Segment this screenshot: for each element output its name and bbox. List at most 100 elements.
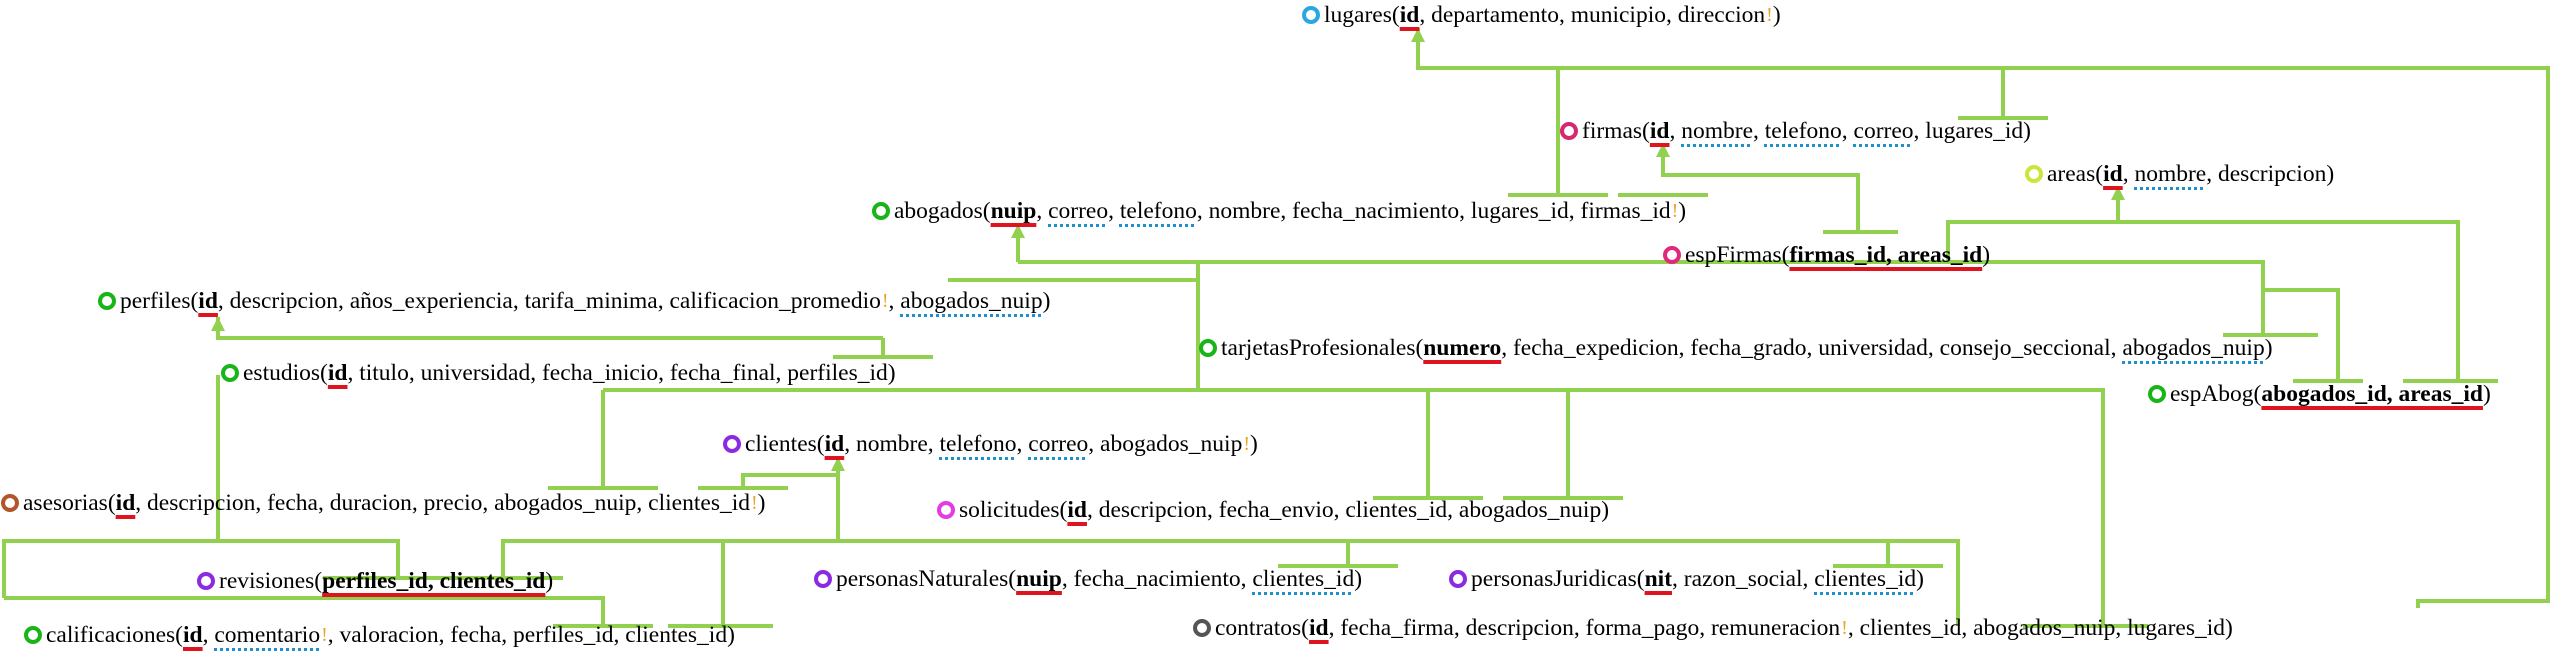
field-text: , fecha_nacimiento,: [1061, 566, 1253, 592]
table-clientes: clientes(id, nombre, telefono, correo, a…: [723, 431, 1258, 457]
open-paren: (: [314, 568, 323, 594]
field-text: , fecha_expedicion, fecha_grado, univers…: [1501, 335, 2123, 361]
field-text: ,: [1036, 198, 1049, 224]
table-name: lugares: [1324, 2, 1392, 28]
open-paren: (: [320, 360, 328, 386]
table-name: personasNaturales: [836, 566, 1009, 592]
field-text: , descripcion, fecha, duracion, precio, …: [135, 490, 750, 516]
table-name: abogados: [894, 198, 983, 224]
flagged-field: correo: [1028, 431, 1089, 457]
entity-dot-icon: [937, 501, 955, 519]
field-text: ): [1982, 242, 1991, 268]
table-name: contratos: [1215, 615, 1302, 641]
field-text: , nombre,: [844, 431, 940, 457]
open-paren: (: [1636, 566, 1645, 592]
primary-key-field: id: [198, 288, 218, 314]
table-revisiones: revisiones(perfiles_id, clientes_id): [197, 568, 553, 594]
primary-key-field: numero: [1423, 335, 1502, 361]
field-text: ,: [1753, 118, 1765, 144]
open-paren: (: [1301, 615, 1309, 641]
field-text: ): [545, 568, 554, 594]
table-tarjetasProfesionales: tarjetasProfesionales(numero, fecha_expe…: [1199, 335, 2273, 361]
table-name: espAbog: [2170, 381, 2254, 407]
primary-key-field: nuip: [990, 198, 1037, 224]
table-name: revisiones: [219, 568, 315, 594]
flagged-field: correo: [1048, 198, 1109, 224]
entity-dot-icon: [197, 572, 215, 590]
primary-key-field: id: [1308, 615, 1329, 641]
open-paren: (: [816, 431, 825, 457]
open-paren: (: [190, 288, 199, 314]
table-firmas: firmas(id, nombre, telefono, correo, lug…: [1560, 118, 2031, 144]
field-text: ): [1354, 566, 1363, 592]
flagged-field: comentario: [214, 622, 321, 648]
open-paren: (: [1642, 118, 1650, 144]
table-personasNaturales: personasNaturales(nuip, fecha_nacimiento…: [814, 566, 1362, 592]
field-text: ,: [1669, 118, 1682, 144]
field-text: ): [1916, 566, 1924, 592]
entity-dot-icon: [872, 202, 890, 220]
open-paren: (: [2253, 381, 2262, 407]
nullable-mark-icon: !: [881, 290, 889, 312]
field-text: , razon_social,: [1672, 566, 1815, 592]
field-text: ): [2482, 381, 2491, 407]
table-name: perfiles: [120, 288, 191, 314]
field-text: , clientes_id, abogados_nuip, lugares_id…: [1847, 615, 2233, 641]
field-text: ): [1250, 431, 1258, 457]
entity-dot-icon: [1302, 6, 1320, 24]
open-paren: (: [1415, 335, 1424, 361]
field-text: , lugares_id): [1913, 118, 2032, 144]
flagged-field: telefono: [1764, 118, 1842, 144]
field-text: , descripcion, años_experiencia, tarifa_…: [217, 288, 881, 314]
table-abogados: abogados(nuip, correo, telefono, nombre,…: [872, 198, 1686, 224]
field-text: ,: [1841, 118, 1854, 144]
entity-dot-icon: [221, 364, 239, 382]
entity-dot-icon: [1663, 246, 1681, 264]
field-text: , abogados_nuip: [1088, 431, 1243, 457]
primary-key-field: id: [1649, 118, 1670, 144]
table-solicitudes: solicitudes(id, descripcion, fecha_envio…: [937, 497, 1609, 523]
table-name: estudios: [243, 360, 321, 386]
primary-key-field: perfiles_id, clientes_id: [322, 568, 546, 594]
table-name: clientes: [745, 431, 817, 457]
nullable-mark-icon: !: [1671, 200, 1679, 222]
entity-dot-icon: [1560, 122, 1578, 140]
entity-dot-icon: [2025, 165, 2043, 183]
primary-key-field: id: [115, 490, 136, 516]
flagged-field: clientes_id: [1814, 566, 1917, 592]
table-areas: areas(id, nombre, descripcion): [2025, 161, 2334, 187]
open-paren: (: [982, 198, 991, 224]
nullable-mark-icon: !: [1243, 433, 1250, 455]
entity-dot-icon: [1199, 339, 1217, 357]
nullable-mark-icon: !: [751, 492, 758, 514]
flagged-field: clientes_id: [1252, 566, 1355, 592]
primary-key-field: id: [183, 622, 203, 648]
field-text: ,: [888, 288, 901, 314]
primary-key-field: id: [1067, 497, 1087, 523]
table-contratos: contratos(id, fecha_firma, descripcion, …: [1193, 615, 2233, 641]
primary-key-field: abogados_id, areas_id: [2261, 381, 2483, 407]
entity-dot-icon: [2148, 385, 2166, 403]
entity-dot-icon: [98, 292, 116, 310]
primary-key-field: id: [824, 431, 845, 457]
field-text: ): [1042, 288, 1051, 314]
flagged-field: nombre: [1681, 118, 1754, 144]
nullable-mark-icon: !: [1841, 617, 1848, 639]
open-paren: (: [2095, 161, 2104, 187]
field-text: ,: [2122, 161, 2135, 187]
open-paren: (: [175, 622, 183, 648]
primary-key-field: firmas_id, areas_id: [1789, 242, 1983, 268]
table-personasJuridicas: personasJuridicas(nit, razon_social, cli…: [1449, 566, 1924, 592]
flagged-field: correo: [1853, 118, 1914, 144]
field-text: ): [1678, 198, 1687, 224]
field-text: , descripcion, fecha_envio, clientes_id,…: [1086, 497, 1610, 523]
nullable-mark-icon: !: [1766, 4, 1773, 26]
table-calificaciones: calificaciones(id, comentario!, valoraci…: [24, 622, 735, 648]
field-text: , fecha_firma, descripcion, forma_pago, …: [1328, 615, 1841, 641]
primary-key-field: id: [2103, 161, 2123, 187]
table-name: firmas: [1582, 118, 1643, 144]
table-espFirmas: espFirmas(firmas_id, areas_id): [1663, 242, 1990, 268]
field-text: , departamento, municipio, direccion: [1419, 2, 1766, 28]
flagged-field: telefono: [1119, 198, 1197, 224]
